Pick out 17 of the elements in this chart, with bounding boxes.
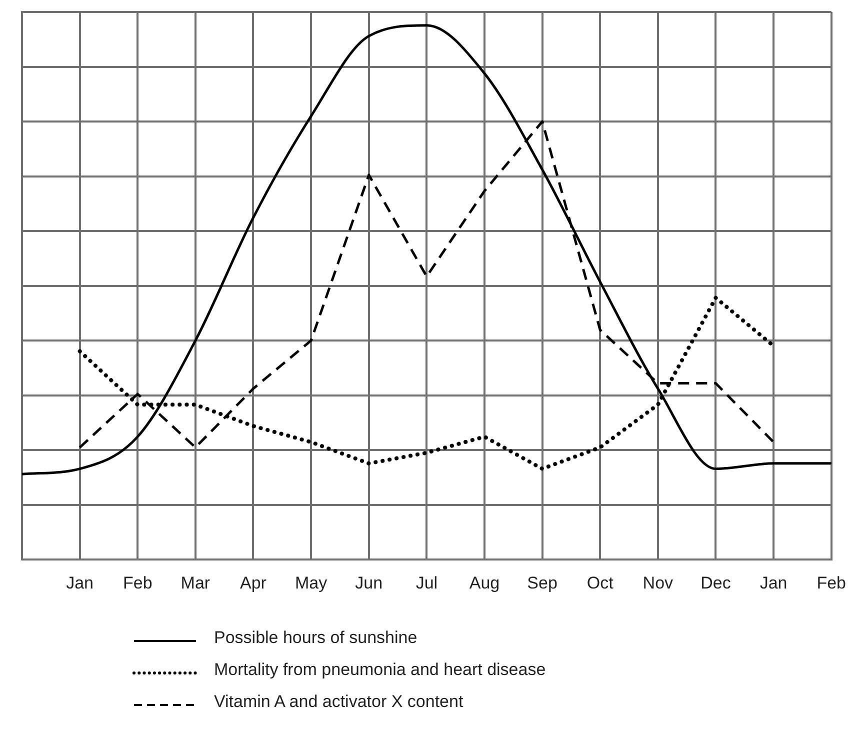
x-tick-label: Jan bbox=[760, 573, 788, 592]
x-tick-label: Sep bbox=[527, 573, 558, 592]
x-tick-label: Jun bbox=[355, 573, 383, 592]
legend-label: Mortality from pneumonia and heart disease bbox=[214, 660, 546, 680]
x-tick-label: Oct bbox=[586, 573, 614, 592]
x-tick-label: Jan bbox=[66, 573, 94, 592]
x-tick-label: Apr bbox=[240, 573, 267, 592]
x-tick-label: Mar bbox=[180, 573, 210, 592]
x-tick-label: May bbox=[294, 573, 328, 592]
x-tick-label: Jul bbox=[416, 573, 438, 592]
legend-label: Possible hours of sunshine bbox=[214, 628, 418, 648]
legend-label: Vitamin A and activator X content bbox=[214, 692, 464, 712]
x-tick-label: Nov bbox=[642, 573, 674, 592]
x-tick-label: Feb bbox=[122, 573, 152, 592]
x-tick-label: Dec bbox=[700, 573, 732, 592]
x-tick-label: Aug bbox=[469, 573, 500, 592]
x-tick-label: Feb bbox=[816, 573, 846, 592]
